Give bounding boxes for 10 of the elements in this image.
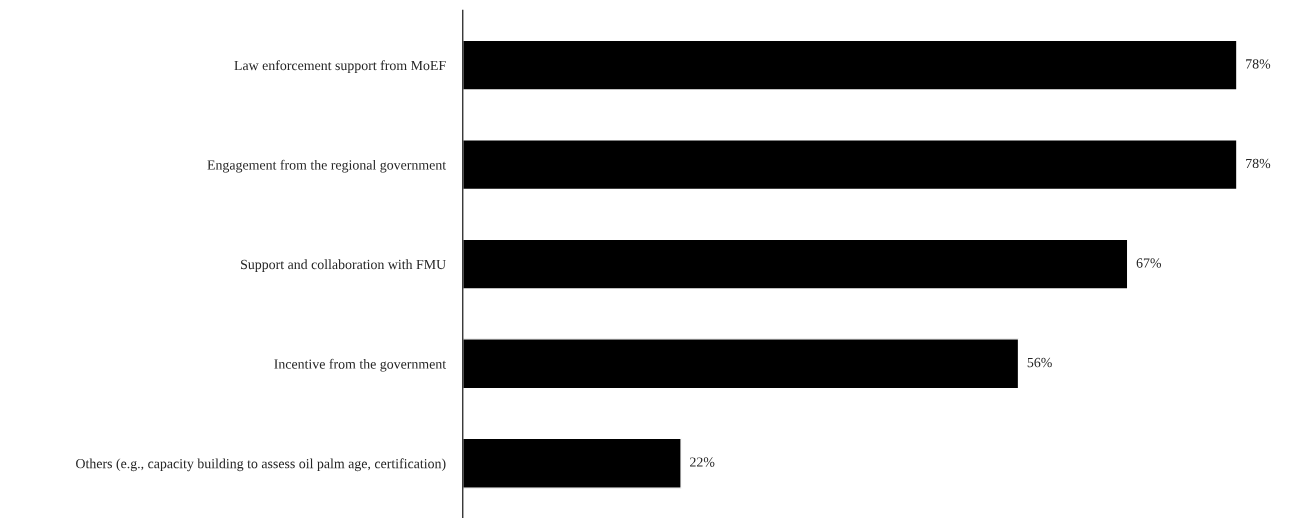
data-label: 78% (1246, 158, 1271, 169)
y-tick-label: Others (e.g., capacity building to assess oil palm age, certification) (76, 458, 446, 472)
data-label: 78% (1246, 59, 1271, 69)
y-tick-label: Law enforcement support from MoEF (234, 60, 446, 73)
y-tick-label: Engagement from the regional government (207, 159, 447, 173)
y-tick-label: Support and collaboration with FMU (241, 259, 446, 272)
data-label: 56% (1027, 357, 1052, 368)
data-label: 67% (1136, 258, 1162, 268)
y-tick-label: Incentive from the government (274, 358, 447, 372)
data-label: 22% (690, 457, 715, 467)
